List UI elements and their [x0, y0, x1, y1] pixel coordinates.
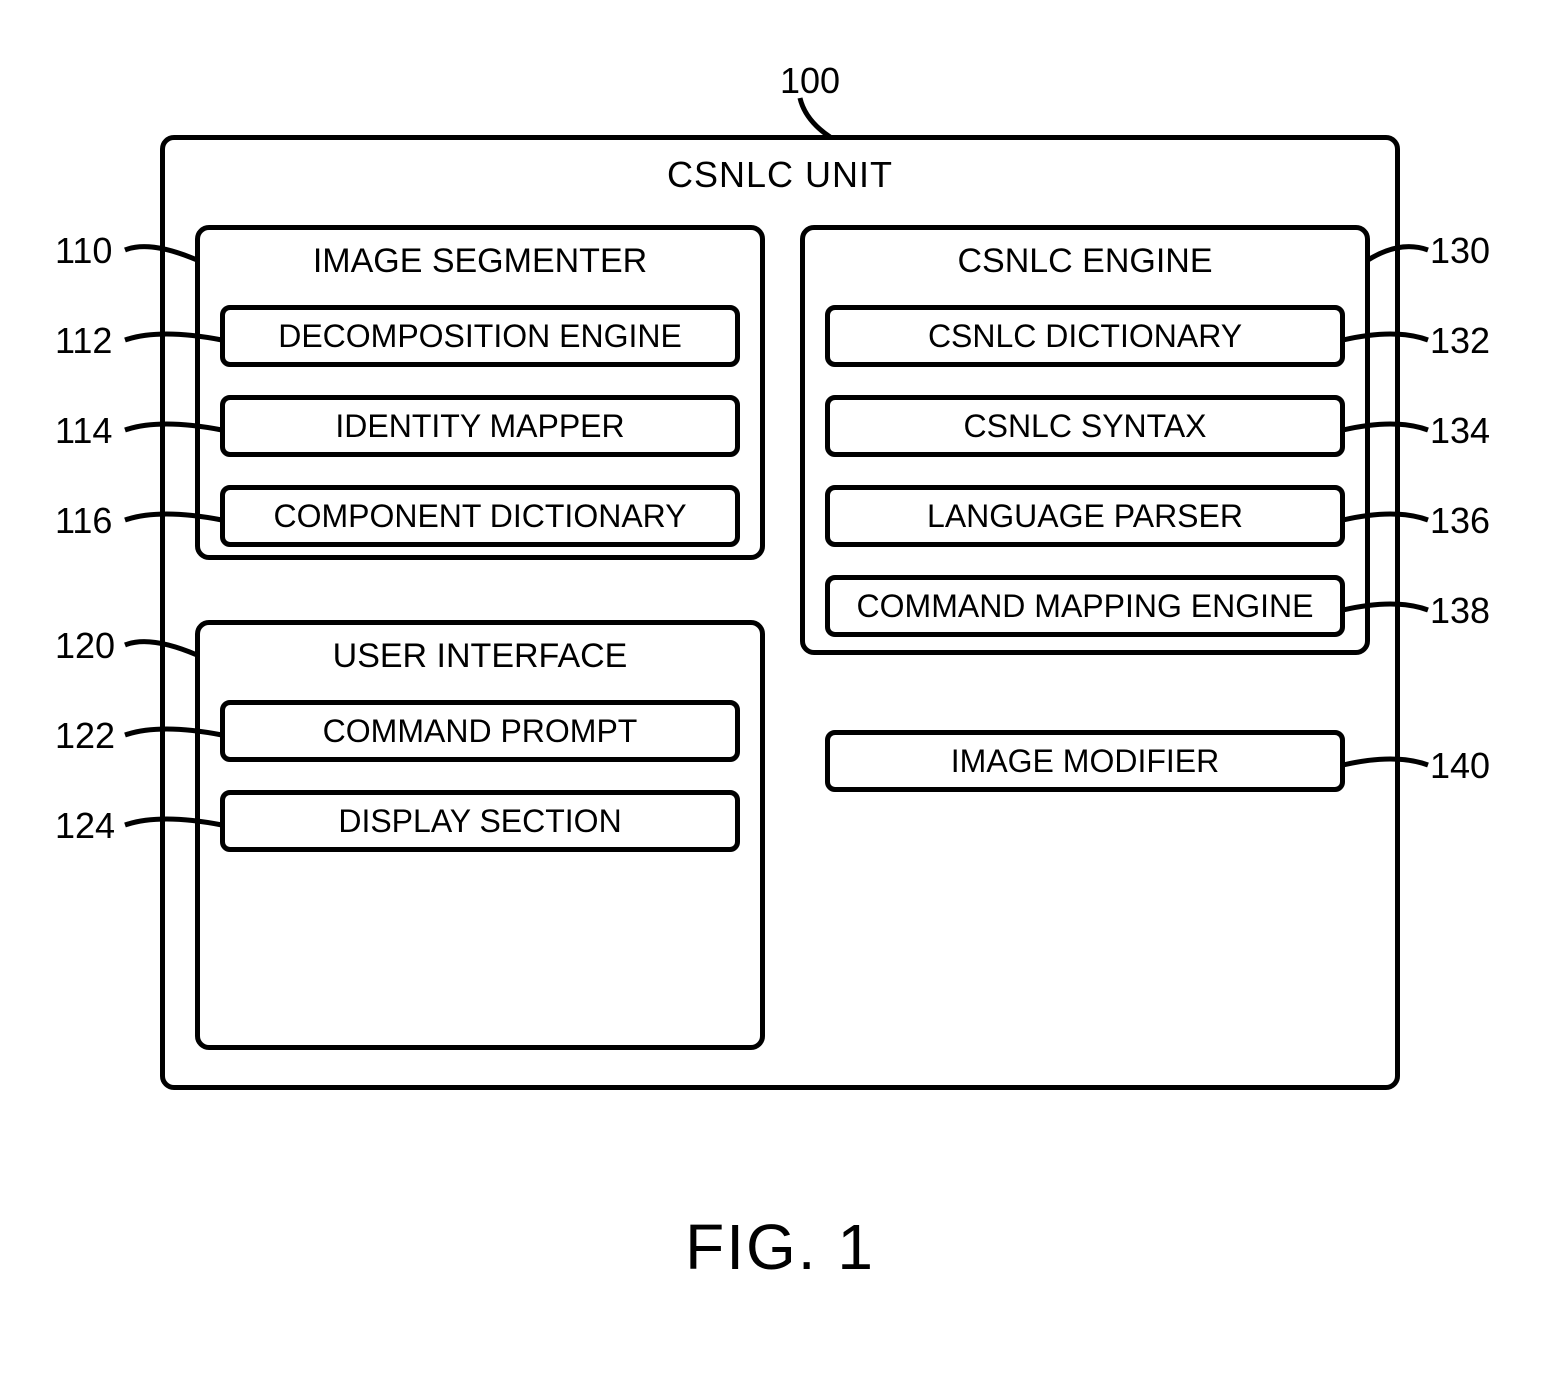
leader-130: [1368, 247, 1428, 260]
leader-132: [1343, 334, 1428, 340]
leader-138: [1343, 604, 1428, 610]
leaders-right: [0, 0, 1560, 1376]
leader-140: [1343, 759, 1428, 765]
diagram-canvas: 100 CSNLC UNIT IMAGE SEGMENTER DECOMPOSI…: [0, 0, 1560, 1376]
figure-label: FIG. 1: [0, 1210, 1560, 1284]
leader-136: [1343, 514, 1428, 520]
leader-134: [1343, 424, 1428, 430]
